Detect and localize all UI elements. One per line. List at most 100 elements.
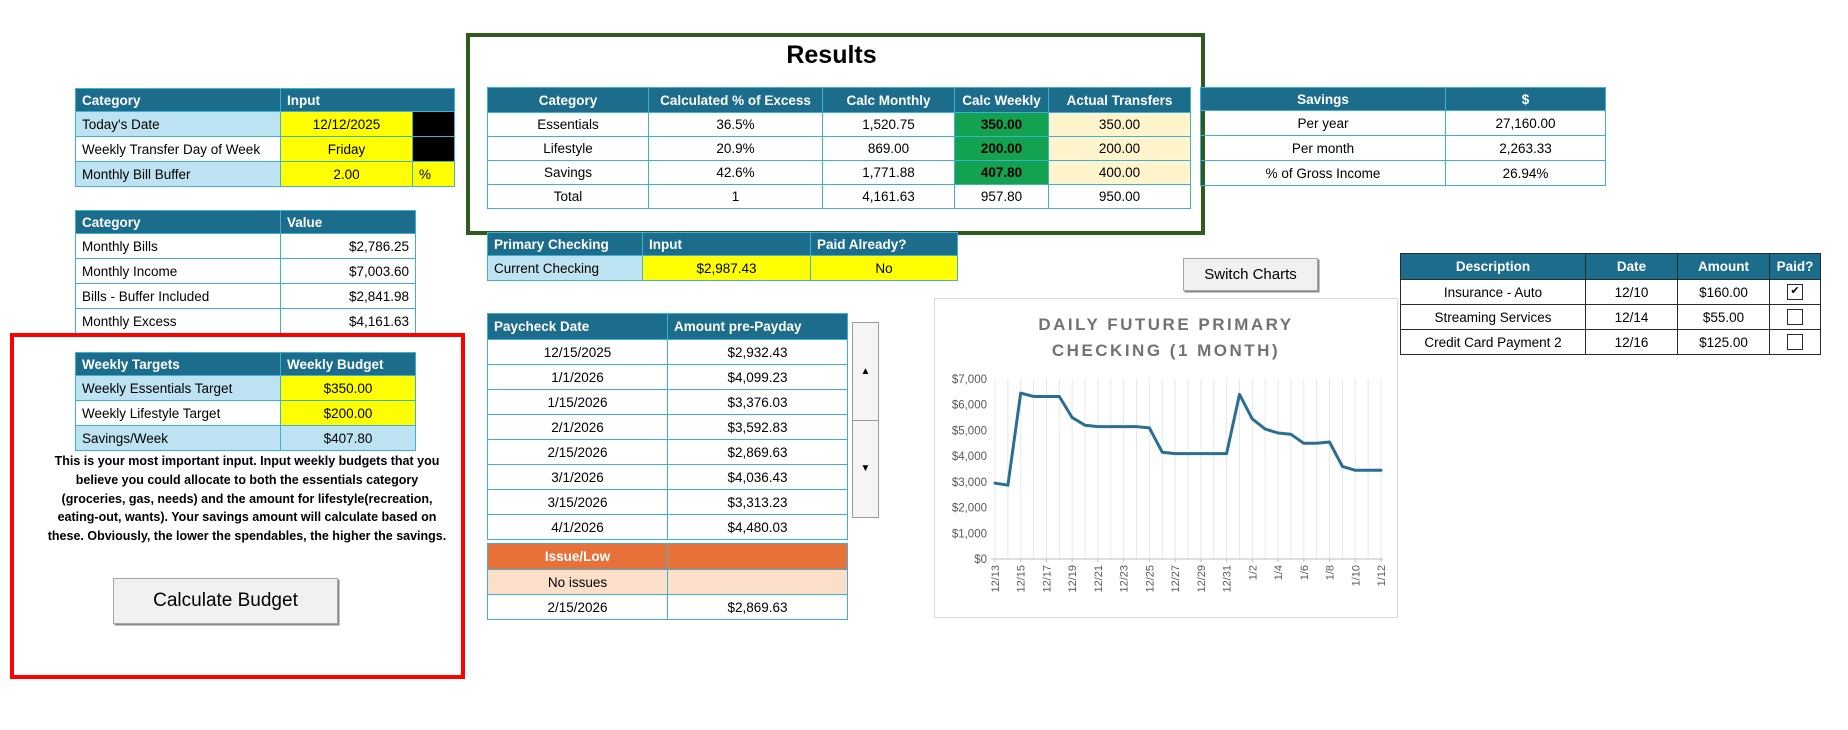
primary-checking-table: Primary Checking Input Paid Already? Cur… <box>487 232 958 281</box>
total-actual-transfers: 950.00 <box>1048 184 1191 209</box>
paycheck-amount: $4,099.23 <box>667 364 848 390</box>
paycheck-date: 12/15/2025 <box>487 339 668 365</box>
result-category: Lifestyle <box>487 136 649 161</box>
paycheck-amount: $2,932.43 <box>667 339 848 365</box>
bill-paid-cell <box>1769 329 1821 355</box>
paycheck-amount: $2,869.63 <box>667 439 848 465</box>
savings-per-week-value: $407.80 <box>280 425 416 451</box>
table-row: Weekly Essentials Target $350.00 <box>75 375 416 401</box>
svg-text:$7,000: $7,000 <box>952 374 987 386</box>
monthly-values-table: Category Value Monthly Bills $2,786.25 M… <box>75 210 416 334</box>
svg-text:1/12: 1/12 <box>1376 565 1388 586</box>
bill-paid-cell <box>1769 304 1821 330</box>
row-value: $2,786.25 <box>280 233 416 259</box>
bill-buffer-input[interactable]: 2.00 <box>280 161 413 187</box>
svg-text:12/31: 12/31 <box>1222 565 1234 593</box>
actual-transfer-input[interactable]: 400.00 <box>1048 160 1191 185</box>
bill-description: Credit Card Payment 2 <box>1400 329 1586 355</box>
savings-value: 26.94% <box>1445 160 1606 186</box>
svg-text:12/29: 12/29 <box>1196 565 1208 593</box>
percent-unit-cell: % <box>412 161 455 187</box>
svg-text:1/8: 1/8 <box>1325 565 1337 580</box>
svg-text:12/15: 12/15 <box>1016 565 1028 593</box>
scroll-up-button[interactable]: ▲ <box>852 322 879 421</box>
paycheck-row: 4/1/2026 $4,480.03 <box>487 514 848 540</box>
paycheck-amount: $4,036.43 <box>667 464 848 490</box>
column-header: Amount pre-Payday <box>667 313 848 340</box>
paycheck-row: 1/15/2026 $3,376.03 <box>487 389 848 415</box>
calculate-budget-button[interactable]: Calculate Budget <box>113 578 338 624</box>
result-calc-monthly: 1,771.88 <box>822 160 955 185</box>
table-row: Weekly Transfer Day of Week Friday <box>75 136 455 162</box>
table-header-row: Category Calculated % of Excess Calc Mon… <box>487 87 1191 113</box>
bill-date: 12/14 <box>1585 304 1678 330</box>
paid-checkbox[interactable] <box>1787 284 1803 301</box>
bill-description: Streaming Services <box>1400 304 1586 330</box>
savings-label: % of Gross Income <box>1200 160 1446 186</box>
paycheck-row: 12/15/2025 $2,932.43 <box>487 339 848 365</box>
savings-row: Per month 2,263.33 <box>1200 135 1606 161</box>
table-header-row: Category Input <box>75 88 455 112</box>
total-pct: 1 <box>648 184 823 209</box>
actual-transfer-input[interactable]: 200.00 <box>1048 136 1191 161</box>
paid-already-input[interactable]: No <box>810 255 958 281</box>
result-calc-weekly: 350.00 <box>954 112 1049 137</box>
column-header: Value <box>280 210 416 234</box>
paycheck-date: 1/1/2026 <box>487 364 668 390</box>
column-header: Paycheck Date <box>487 313 668 340</box>
row-label: Bills - Buffer Included <box>75 283 281 309</box>
column-header: Primary Checking <box>487 232 643 256</box>
paycheck-scrollbar[interactable]: ▲ ▼ <box>852 322 879 518</box>
scroll-down-button[interactable]: ▼ <box>852 419 879 518</box>
paid-checkbox[interactable] <box>1787 309 1803 326</box>
daily-checking-chart: DAILY FUTURE PRIMARY CHECKING (1 MONTH) … <box>934 298 1398 618</box>
column-header: $ <box>1445 87 1606 111</box>
row-label: Monthly Excess <box>75 308 281 334</box>
transfer-day-input[interactable]: Friday <box>280 136 413 162</box>
bill-paid-cell <box>1769 279 1821 305</box>
paycheck-row: 1/1/2026 $4,099.23 <box>487 364 848 390</box>
column-header: Calculated % of Excess <box>648 87 823 113</box>
paid-checkbox[interactable] <box>1787 334 1803 351</box>
row-value: $2,841.98 <box>280 283 416 309</box>
row-label: Weekly Transfer Day of Week <box>75 136 281 162</box>
results-title: Results <box>786 41 877 69</box>
svg-text:$3,000: $3,000 <box>952 477 987 489</box>
paycheck-date: 1/15/2026 <box>487 389 668 415</box>
todays-date-input[interactable]: 12/12/2025 <box>280 111 413 137</box>
actual-transfer-input[interactable]: 350.00 <box>1048 112 1191 137</box>
issue-detail-row: 2/15/2026 $2,869.63 <box>487 594 848 620</box>
svg-text:$4,000: $4,000 <box>952 451 987 463</box>
column-header: Paid Already? <box>810 232 958 256</box>
result-calc-weekly: 407.80 <box>954 160 1049 185</box>
svg-text:12/13: 12/13 <box>990 565 1002 593</box>
column-header: Category <box>487 87 649 113</box>
row-label: Monthly Bill Buffer <box>75 161 281 187</box>
issue-low-table: Issue/Low No issues 2/15/2026 $2,869.63 <box>487 543 848 620</box>
paycheck-amount: $3,376.03 <box>667 389 848 415</box>
row-label: Monthly Income <box>75 258 281 284</box>
svg-text:12/17: 12/17 <box>1041 565 1053 593</box>
results-row: Savings 42.6% 1,771.88 407.80 400.00 <box>487 160 1191 185</box>
essentials-target-input[interactable]: $350.00 <box>280 375 416 401</box>
column-header: Actual Transfers <box>1048 87 1191 113</box>
paycheck-date: 2/1/2026 <box>487 414 668 440</box>
column-header: Amount <box>1677 253 1770 280</box>
paycheck-amount: $4,480.03 <box>667 514 848 540</box>
paycheck-date: 3/1/2026 <box>487 464 668 490</box>
paycheck-date: 3/15/2026 <box>487 489 668 515</box>
bill-description: Insurance - Auto <box>1400 279 1586 305</box>
bill-row: Credit Card Payment 2 12/16 $125.00 <box>1400 329 1821 355</box>
upcoming-bills-table: Description Date Amount Paid? Insurance … <box>1400 253 1821 355</box>
result-calc-weekly: 200.00 <box>954 136 1049 161</box>
current-checking-input[interactable]: $2,987.43 <box>642 255 811 281</box>
lifestyle-target-input[interactable]: $200.00 <box>280 400 416 426</box>
switch-charts-button[interactable]: Switch Charts <box>1183 258 1318 291</box>
low-balance-date: 2/15/2026 <box>487 594 668 620</box>
paycheck-date: 2/15/2026 <box>487 439 668 465</box>
paycheck-amount: $3,313.23 <box>667 489 848 515</box>
column-header: Weekly Budget <box>280 352 416 376</box>
column-header: Category <box>75 210 281 234</box>
issue-status: No issues <box>487 569 668 595</box>
total-calc-weekly: 957.80 <box>954 184 1049 209</box>
